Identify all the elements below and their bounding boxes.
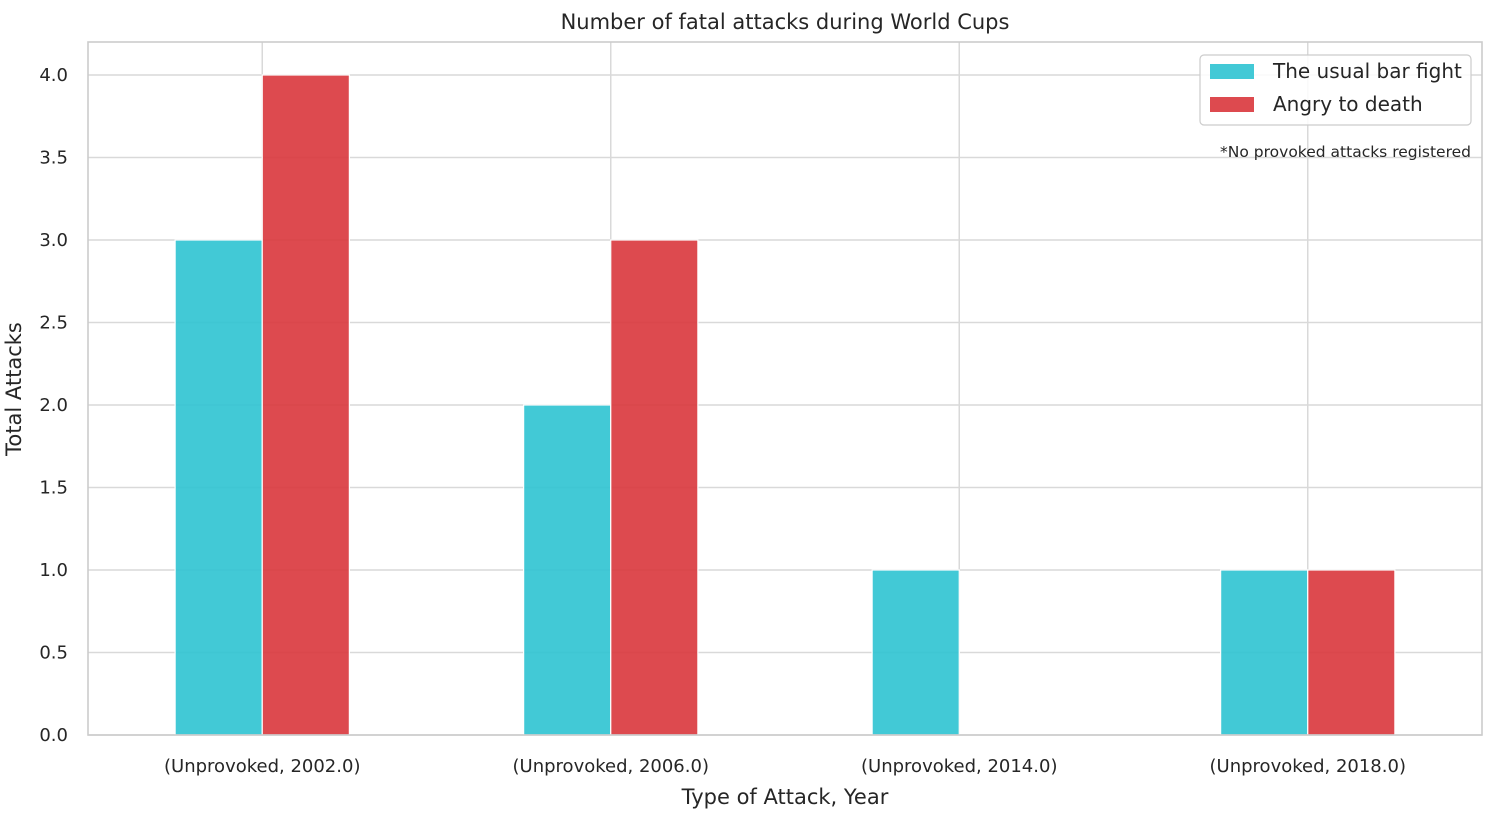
y-tick-label: 1.5 <box>39 478 68 499</box>
y-tick-label: 2.5 <box>39 313 68 334</box>
chart-title: Number of fatal attacks during World Cup… <box>561 10 1010 34</box>
y-tick-label: 2.0 <box>39 395 68 416</box>
x-tick-label: (Unprovoked, 2002.0) <box>164 756 360 777</box>
y-axis-label: Total Attacks <box>2 322 26 457</box>
bar-angry-1 <box>610 239 699 736</box>
x-tick-labels: (Unprovoked, 2002.0) (Unprovoked, 2006.0)… <box>164 756 1406 777</box>
bar-bar-fight-0 <box>174 239 263 736</box>
legend: The usual bar fight Angry to death <box>1199 54 1472 126</box>
legend-swatch-bar-fight <box>1210 64 1254 79</box>
bar-bar-fight-3 <box>1220 569 1309 736</box>
x-axis-label: Type of Attack, Year <box>681 785 889 809</box>
y-tick-label: 4.0 <box>39 65 68 86</box>
legend-label-bar-fight: The usual bar fight <box>1272 59 1462 83</box>
bar-bar-fight-1 <box>523 404 612 736</box>
legend-label-angry: Angry to death <box>1273 92 1423 116</box>
y-tick-label: 3.0 <box>39 230 68 251</box>
y-tick-label: 0.0 <box>39 725 68 746</box>
x-tick-label: (Unprovoked, 2014.0) <box>861 756 1057 777</box>
x-tick-label: (Unprovoked, 2018.0) <box>1210 756 1406 777</box>
bar-bar-fight-2 <box>871 569 960 736</box>
legend-frame <box>1199 54 1472 126</box>
chart-annotation: *No provoked attacks registered <box>1220 143 1471 161</box>
bars <box>174 74 1396 736</box>
plot-frame <box>87 41 1483 736</box>
legend-swatch-angry <box>1210 97 1254 112</box>
y-tick-label: 0.5 <box>39 643 68 664</box>
y-tick-label: 1.0 <box>39 560 68 581</box>
y-tick-labels: 0.0 0.5 1.0 1.5 2.0 2.5 3.0 3.5 4.0 <box>39 65 68 746</box>
x-tick-label: (Unprovoked, 2006.0) <box>513 756 709 777</box>
bar-angry-3 <box>1307 569 1396 736</box>
y-tick-label: 3.5 <box>39 148 68 169</box>
bar-angry-0 <box>261 74 350 736</box>
